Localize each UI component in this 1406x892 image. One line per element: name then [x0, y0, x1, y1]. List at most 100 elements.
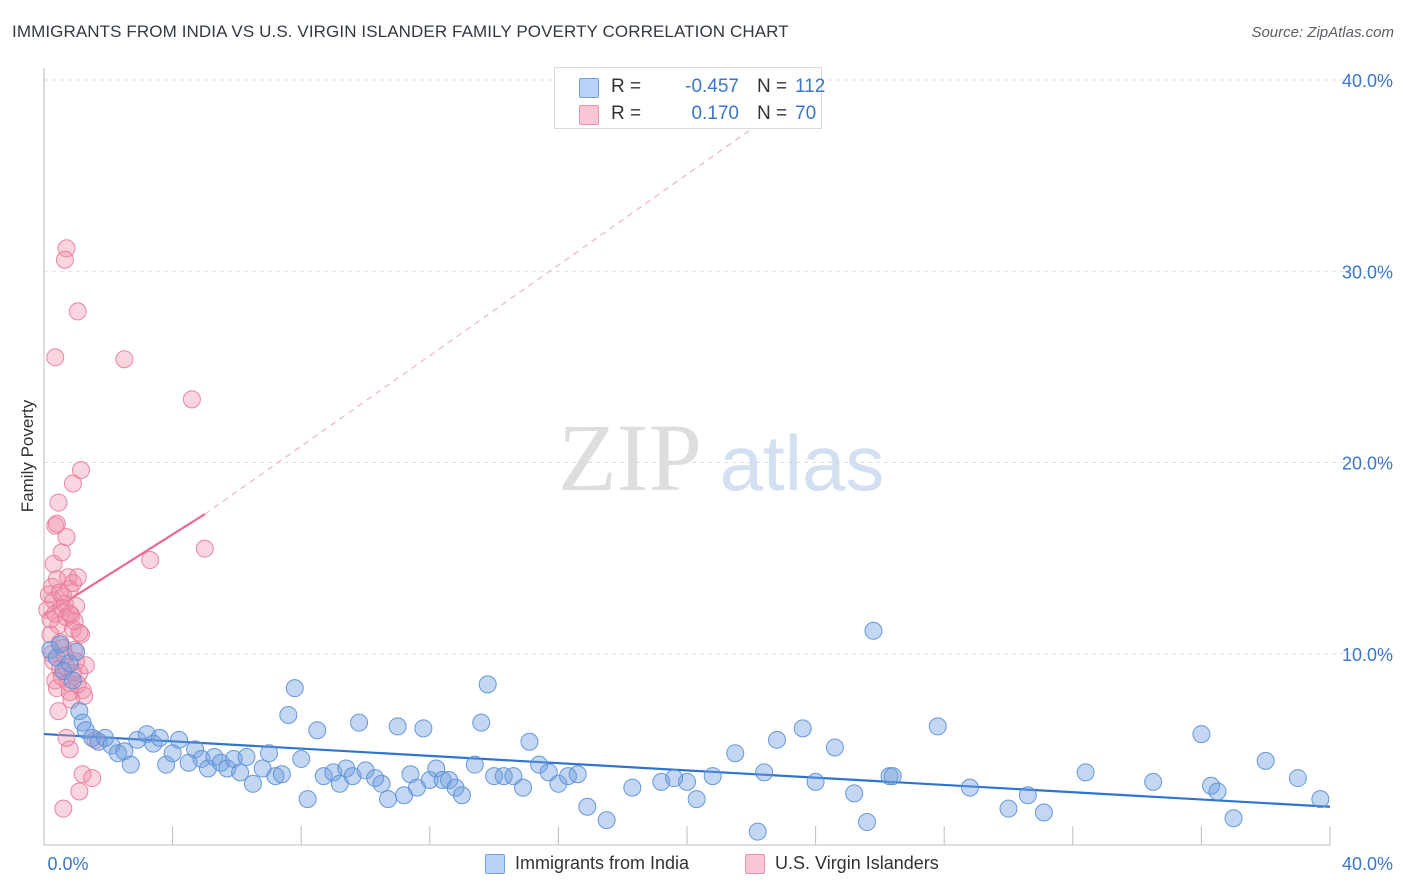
point-india [67, 642, 86, 661]
point-india [539, 763, 558, 782]
point-india [703, 767, 722, 786]
point-india [1208, 782, 1227, 801]
point-india [266, 767, 285, 786]
point-india [1311, 790, 1330, 809]
point-virgin-islanders [63, 573, 82, 592]
point-virgin-islanders [59, 568, 78, 587]
point-virgin-islanders [49, 493, 68, 512]
point-india [41, 640, 60, 659]
point-india [372, 774, 391, 793]
point-india [478, 675, 497, 694]
point-india [414, 719, 433, 738]
x-tick-label: 40.0% [1342, 854, 1393, 874]
point-india [520, 732, 539, 751]
point-virgin-islanders [54, 799, 73, 818]
data-points [38, 239, 1330, 841]
point-india [549, 774, 568, 793]
trend-extension-virgin-islanders [204, 83, 816, 515]
point-india [883, 767, 902, 786]
point-india [298, 790, 317, 809]
legend-n-value: 70 [795, 103, 817, 124]
point-india [845, 784, 864, 803]
point-india [121, 755, 140, 774]
point-india [768, 730, 787, 749]
point-virgin-islanders [46, 348, 65, 367]
point-india [440, 770, 459, 789]
point-india [1192, 725, 1211, 744]
point-india [928, 717, 947, 736]
point-india [1034, 803, 1053, 822]
point-india [285, 679, 304, 698]
y-tick-label: 20.0% [1342, 454, 1393, 474]
point-india [748, 822, 767, 841]
source-credit: Source: ZipAtlas.com [1251, 24, 1394, 41]
point-india [960, 778, 979, 797]
y-axis-label: Family Poverty [18, 399, 37, 513]
point-india [292, 749, 311, 768]
point-india [465, 755, 484, 774]
point-india [314, 767, 333, 786]
y-tick-label: 40.0% [1342, 71, 1393, 91]
legend-r-value: 0.170 [691, 103, 739, 124]
point-india [485, 767, 504, 786]
point-virgin-islanders [182, 390, 201, 409]
watermark-zip: ZIP [558, 404, 702, 511]
point-virgin-islanders [195, 539, 214, 558]
legend-swatch-india [579, 78, 599, 98]
point-virgin-islanders [47, 514, 66, 533]
point-virgin-islanders [67, 652, 86, 671]
point-virgin-islanders [49, 702, 68, 721]
legend-r-value: -0.457 [685, 76, 739, 97]
watermark-atlas: atlas [720, 419, 885, 507]
point-india [63, 671, 82, 690]
point-india [1076, 763, 1095, 782]
series-swatch-india [485, 854, 505, 874]
point-india [1256, 751, 1275, 770]
point-virgin-islanders [73, 765, 92, 784]
point-india [157, 755, 176, 774]
legend-n-value: 112 [795, 76, 826, 97]
series-label-virgin-islanders: U.S. Virgin Islanders [775, 853, 939, 873]
point-india [279, 705, 298, 724]
axes [43, 68, 1331, 846]
series-swatch-virgin-islanders [745, 854, 765, 874]
tick-labels: 10.0% 20.0% 30.0% 40.0% 0.0% 40.0% [47, 71, 1393, 874]
point-india [687, 790, 706, 809]
point-india [472, 713, 491, 732]
point-india [51, 635, 70, 654]
point-india [623, 778, 642, 797]
correlation-legend: R = -0.457 N = 112 R = 0.170 N = 70 [554, 67, 826, 129]
point-india [54, 661, 73, 680]
point-virgin-islanders [115, 350, 134, 369]
series-label-india: Immigrants from India [515, 853, 690, 873]
point-virgin-islanders [41, 625, 60, 644]
trend-line-india [43, 732, 1331, 808]
point-india [568, 765, 587, 784]
legend-r-label: R = [611, 76, 642, 97]
point-virgin-islanders [83, 769, 102, 788]
point-india [231, 763, 250, 782]
point-india [170, 730, 189, 749]
point-india [665, 769, 684, 788]
point-virgin-islanders [57, 239, 76, 258]
point-india [504, 767, 523, 786]
legend-n-label: N = [757, 103, 788, 124]
point-virgin-islanders [55, 250, 74, 269]
point-india [96, 728, 115, 747]
point-india [237, 748, 256, 767]
point-india [578, 797, 597, 816]
point-india [494, 767, 513, 786]
point-india [308, 721, 327, 740]
point-virgin-islanders [68, 302, 87, 321]
point-india [999, 799, 1018, 818]
point-virgin-islanders [57, 728, 76, 747]
point-virgin-islanders [63, 474, 82, 493]
point-india [825, 738, 844, 757]
point-india [388, 717, 407, 736]
point-virgin-islanders [67, 596, 86, 615]
point-virgin-islanders [71, 461, 90, 480]
point-india [76, 721, 95, 740]
point-india [186, 740, 205, 759]
point-india [350, 713, 369, 732]
point-india [70, 702, 89, 721]
